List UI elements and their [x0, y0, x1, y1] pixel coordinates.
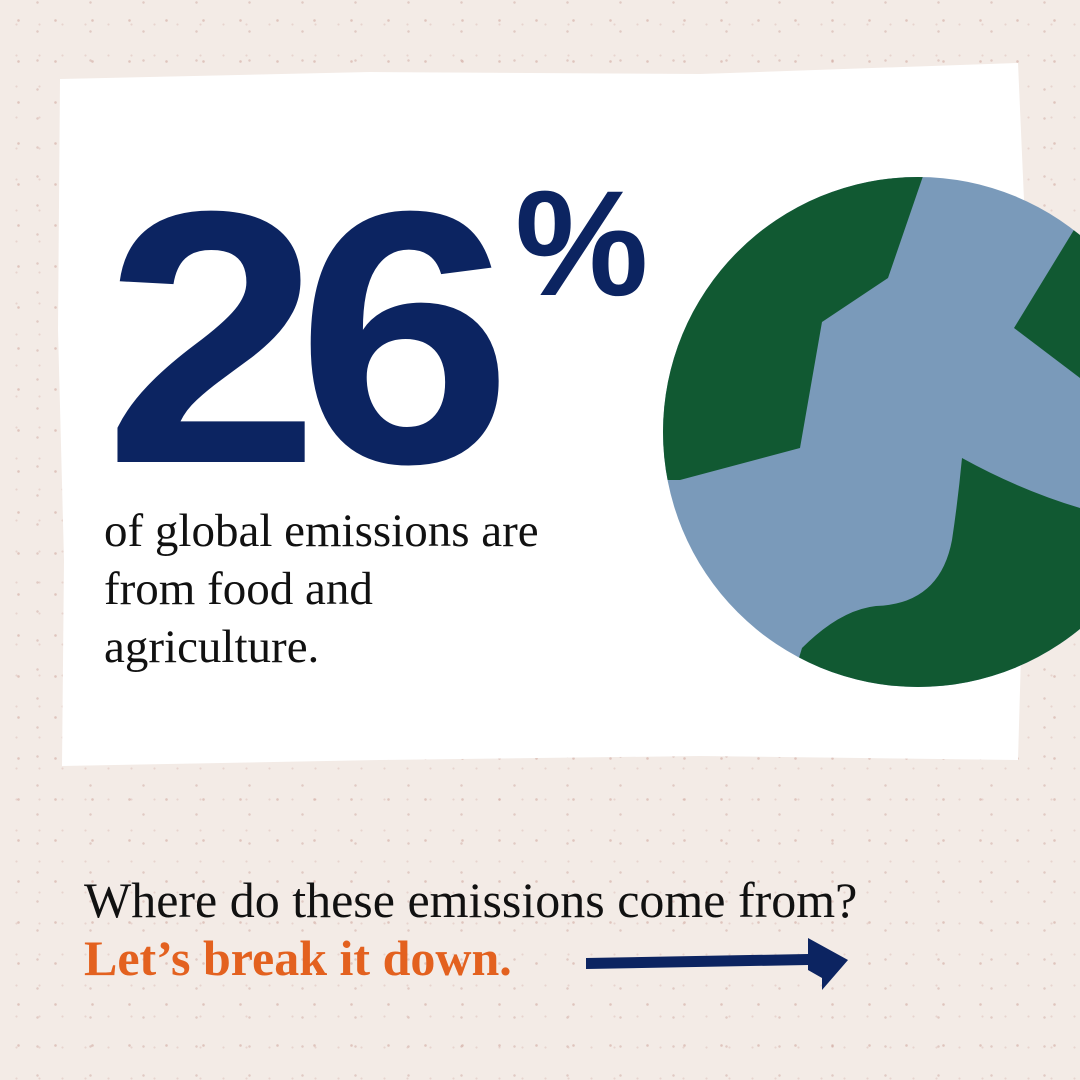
globe-landmass-south	[780, 458, 1080, 687]
question-text: Where do these emissions come from?	[84, 872, 858, 928]
globe-landmass-east	[1014, 220, 1080, 378]
stat-caption: of global emissions are from food and ag…	[104, 505, 539, 673]
stat-unit: %	[515, 159, 649, 327]
arrow-right-icon	[586, 938, 848, 990]
cta-text: Let’s break it down.	[84, 930, 512, 986]
stat-value: 26	[104, 137, 513, 539]
